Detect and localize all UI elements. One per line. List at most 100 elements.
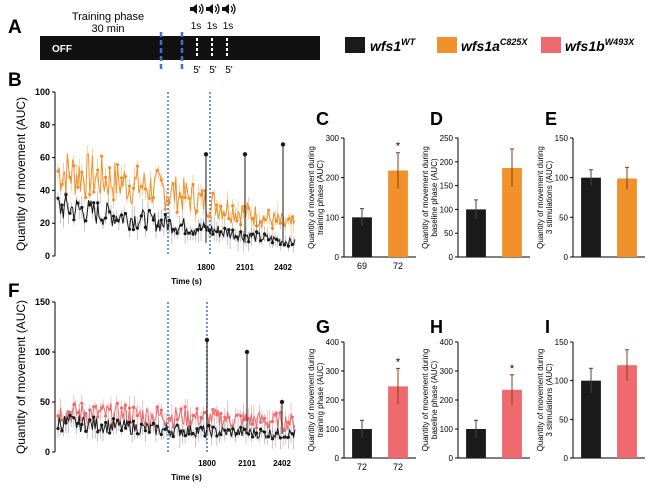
data-point — [159, 432, 163, 437]
data-point — [100, 154, 104, 158]
y-tick-label: 150 — [440, 182, 454, 191]
data-point — [258, 420, 263, 424]
y-tick-label: 80 — [40, 120, 50, 130]
significance-marker: * — [396, 141, 401, 153]
data-point — [72, 416, 76, 420]
data-point — [167, 416, 171, 420]
data-point — [108, 210, 112, 214]
data-point — [207, 423, 211, 428]
data-point — [139, 214, 144, 218]
x-axis-title: Time (s) — [171, 473, 202, 482]
speaker-icon — [222, 3, 236, 15]
data-point — [80, 205, 84, 210]
off-label: OFF — [52, 44, 72, 55]
data-point — [127, 406, 132, 410]
data-point — [143, 225, 147, 229]
y-tick-label: 20 — [40, 218, 50, 228]
y-tick-label: 150 — [35, 297, 50, 307]
data-point — [84, 195, 88, 200]
data-point — [92, 415, 96, 419]
data-point — [151, 218, 155, 222]
data-point — [231, 204, 235, 208]
data-point — [131, 419, 136, 423]
data-point — [135, 226, 140, 230]
data-point — [282, 435, 287, 439]
data-point — [278, 242, 283, 247]
y-tick-label: 200 — [326, 174, 340, 183]
data-point — [84, 219, 88, 223]
data-point — [80, 401, 84, 405]
data-point — [270, 419, 275, 424]
data-point — [191, 232, 195, 236]
data-point — [278, 221, 283, 225]
data-point — [227, 428, 231, 432]
data-point — [286, 420, 290, 424]
data-point — [104, 420, 108, 425]
data-point — [155, 405, 159, 409]
data-point — [147, 196, 151, 200]
x-tick-label: 2402 — [273, 459, 291, 468]
data-point — [183, 196, 187, 200]
data-point — [84, 429, 88, 433]
y-tick-label: 50 — [444, 229, 453, 238]
data-point — [231, 228, 235, 232]
data-point — [104, 216, 108, 220]
y-tick-label: 150 — [555, 134, 569, 143]
data-point — [239, 230, 243, 234]
data-point — [84, 411, 88, 416]
data-point — [286, 435, 290, 439]
bar-wt — [352, 429, 372, 458]
y-tick-label: 400 — [440, 338, 454, 347]
data-point — [68, 211, 72, 215]
data-point — [115, 162, 120, 167]
sample-size-label: 72 — [393, 462, 403, 472]
data-point — [179, 407, 183, 411]
y-tick-label: 100 — [440, 425, 454, 434]
data-point — [127, 420, 132, 424]
data-point — [171, 182, 175, 186]
panel-letter-c: C — [316, 109, 329, 129]
y-tick-label: 100 — [326, 213, 340, 222]
data-point — [290, 242, 294, 247]
data-point — [282, 243, 287, 247]
data-point — [251, 232, 255, 236]
timeline-panel: Training phase 30 min OFF 1s 1s 1s 5' 5'… — [40, 3, 320, 76]
y-tick-label: 50 — [559, 415, 568, 424]
data-point — [258, 219, 263, 224]
interval-label-2: 5' — [209, 65, 217, 76]
data-point — [115, 218, 120, 223]
y-tick-label: 150 — [555, 338, 569, 347]
legend-base-wt: wfs1 — [370, 38, 401, 54]
data-point — [262, 217, 267, 222]
data-point — [119, 213, 124, 217]
data-point — [127, 184, 132, 188]
data-point — [143, 187, 147, 191]
data-point — [131, 186, 136, 191]
data-point — [72, 402, 76, 407]
data-point — [56, 196, 60, 200]
data-point — [135, 432, 140, 436]
data-point — [88, 203, 92, 207]
chart-f-timecourse: 0 50 100 150 Quantity of movement (AUC) Time … — [14, 297, 296, 482]
y-tick-label: 0 — [564, 454, 569, 463]
stim-duration-1: 1s — [191, 21, 202, 32]
data-point — [286, 244, 290, 248]
data-point — [56, 414, 60, 418]
y-tick-label: 50 — [40, 397, 50, 407]
data-point — [167, 201, 171, 205]
interval-label-1: 5' — [193, 65, 201, 76]
bar-mutant — [502, 167, 522, 257]
data-point — [112, 198, 116, 202]
data-point — [151, 196, 155, 200]
legend-swatch-w493x — [541, 37, 561, 53]
panel-letter-h: H — [430, 317, 443, 337]
data-point — [76, 201, 80, 205]
legend-label-c825x: wfs1aC825X — [461, 37, 528, 54]
legend-sup-wt: WT — [401, 37, 416, 47]
data-point — [104, 414, 108, 418]
data-point — [195, 427, 199, 431]
data-point — [247, 206, 251, 210]
y-tick-label: 400 — [326, 338, 340, 347]
